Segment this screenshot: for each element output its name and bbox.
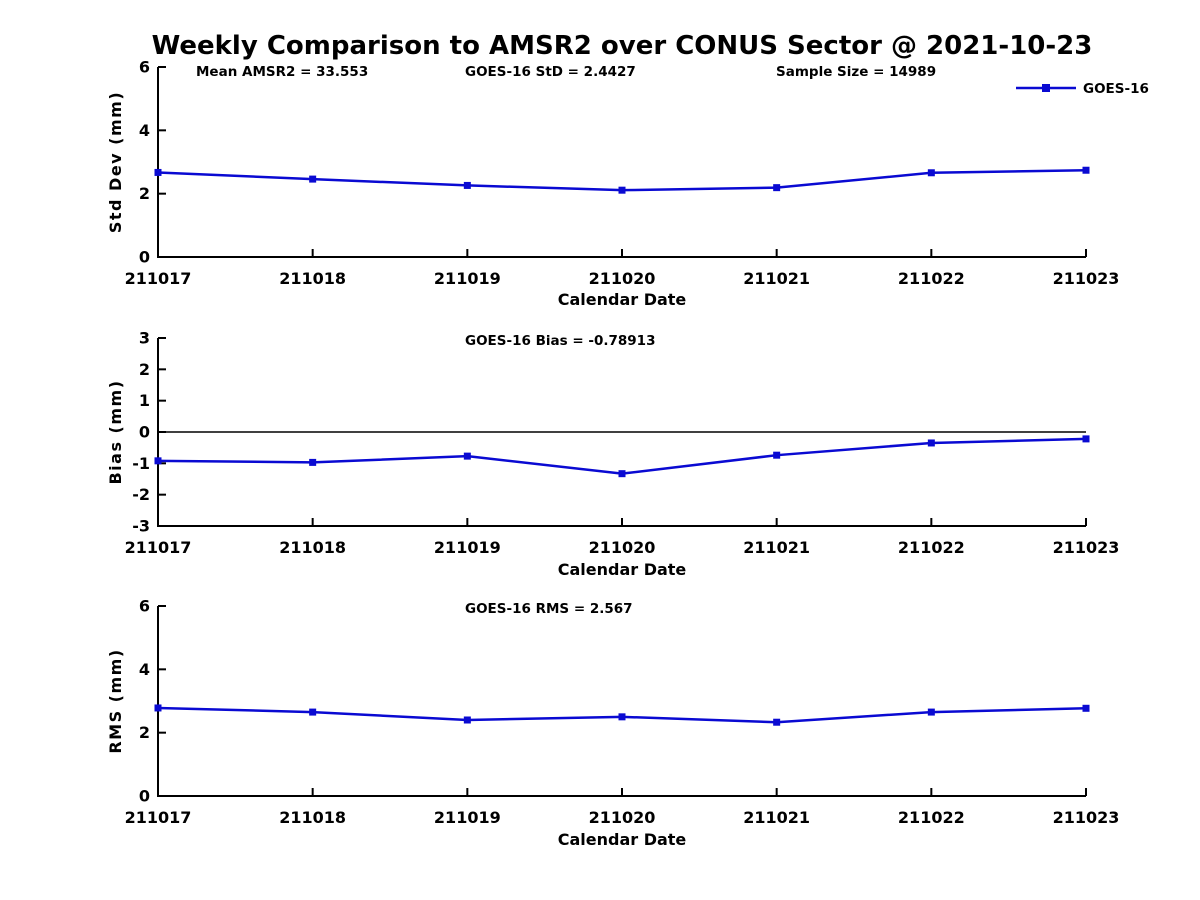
rms-data-point-marker: [618, 713, 626, 721]
bias-x-tick-label: 211017: [125, 538, 192, 557]
bias-data-point-marker: [773, 451, 781, 459]
bias-y-tick-label: 2: [139, 360, 150, 379]
std-dev-x-tick-label: 211020: [589, 269, 656, 288]
std-dev-annotation: Mean AMSR2 = 33.553: [196, 64, 368, 80]
bias-annotation: GOES-16 Bias = -0.78913: [465, 333, 655, 349]
bias-x-tick-label: 211021: [743, 538, 810, 557]
rms-data-point-marker: [1082, 704, 1090, 712]
bias-data-point-marker: [927, 439, 935, 447]
std-dev-annotation: GOES-16 StD = 2.4427: [465, 64, 636, 80]
rms-data-point-marker: [927, 708, 935, 716]
std-dev-data-point-marker: [463, 181, 471, 189]
rms-x-tick-label: 211021: [743, 808, 810, 827]
rms-x-tick-label: 211020: [589, 808, 656, 827]
rms-y-tick-label: 6: [139, 597, 150, 616]
std-dev-y-tick-label: 0: [139, 248, 150, 267]
bias-x-tick-label: 211019: [434, 538, 501, 557]
std-dev-y-tick-label: 6: [139, 58, 150, 77]
std-dev-data-point-marker: [773, 184, 781, 192]
rms-y-tick-label: 0: [139, 787, 150, 806]
std-dev-data-point-marker: [154, 168, 162, 176]
bias-x-tick-label: 211023: [1053, 538, 1120, 557]
std-dev-data-point-marker: [309, 175, 317, 183]
rms-x-tick-label: 211022: [898, 808, 965, 827]
rms-data-point-marker: [309, 708, 317, 716]
rms-x-tick-label: 211018: [279, 808, 346, 827]
std-dev-x-tick-label: 211018: [279, 269, 346, 288]
rms-y-tick-label: 4: [139, 660, 150, 679]
std-dev-x-axis-label: Calendar Date: [558, 290, 687, 309]
bias-data-point-marker: [463, 452, 471, 460]
figure-title: Weekly Comparison to AMSR2 over CONUS Se…: [152, 31, 1093, 61]
bias-x-tick-label: 211018: [279, 538, 346, 557]
std-dev-x-tick-label: 211022: [898, 269, 965, 288]
bias-series-line: [157, 437, 1087, 475]
rms-x-tick-label: 211019: [434, 808, 501, 827]
std-dev-x-tick-label: 211023: [1053, 269, 1120, 288]
rms-x-axis-label: Calendar Date: [558, 830, 687, 849]
rms-y-tick-label: 2: [139, 723, 150, 742]
bias-x-tick-label: 211022: [898, 538, 965, 557]
std-dev-annotation: Sample Size = 14989: [776, 64, 936, 80]
bias-y-tick-label: 0: [139, 423, 150, 442]
rms-data-point-marker: [154, 704, 162, 712]
std-dev-data-point-marker: [618, 186, 626, 194]
bias-x-axis-label: Calendar Date: [558, 560, 687, 579]
std-dev-x-tick-label: 211021: [743, 269, 810, 288]
rms-data-point-marker: [463, 716, 471, 724]
std-dev-x-tick-label: 211017: [125, 269, 192, 288]
bias-data-point-marker: [154, 457, 162, 465]
bias-data-point-marker: [309, 458, 317, 466]
std-dev-x-tick-label: 211019: [434, 269, 501, 288]
legend-label: GOES-16: [1083, 81, 1149, 97]
rms-x-tick-label: 211023: [1053, 808, 1120, 827]
bias-data-point-marker: [618, 470, 626, 478]
rms-x-tick-label: 211017: [125, 808, 192, 827]
bias-y-tick-label: -1: [132, 454, 150, 473]
rms-annotation: GOES-16 RMS = 2.567: [465, 601, 633, 617]
bias-y-tick-label: -2: [132, 485, 150, 504]
legend-marker: [1042, 84, 1050, 92]
std-dev-y-axis-label: Std Dev (mm): [106, 91, 125, 233]
bias-y-tick-label: 3: [139, 329, 150, 348]
bias-y-axis-label: Bias (mm): [106, 379, 125, 484]
std-dev-data-point-marker: [927, 169, 935, 177]
std-dev-data-point-marker: [1082, 166, 1090, 174]
std-dev-y-tick-label: 4: [139, 121, 150, 140]
rms-data-point-marker: [773, 718, 781, 726]
bias-data-point-marker: [1082, 435, 1090, 443]
std-dev-y-tick-label: 2: [139, 184, 150, 203]
rms-y-axis-label: RMS (mm): [106, 648, 125, 753]
bias-x-tick-label: 211020: [589, 538, 656, 557]
bias-y-tick-label: -3: [132, 517, 150, 536]
bias-y-tick-label: 1: [139, 391, 150, 410]
